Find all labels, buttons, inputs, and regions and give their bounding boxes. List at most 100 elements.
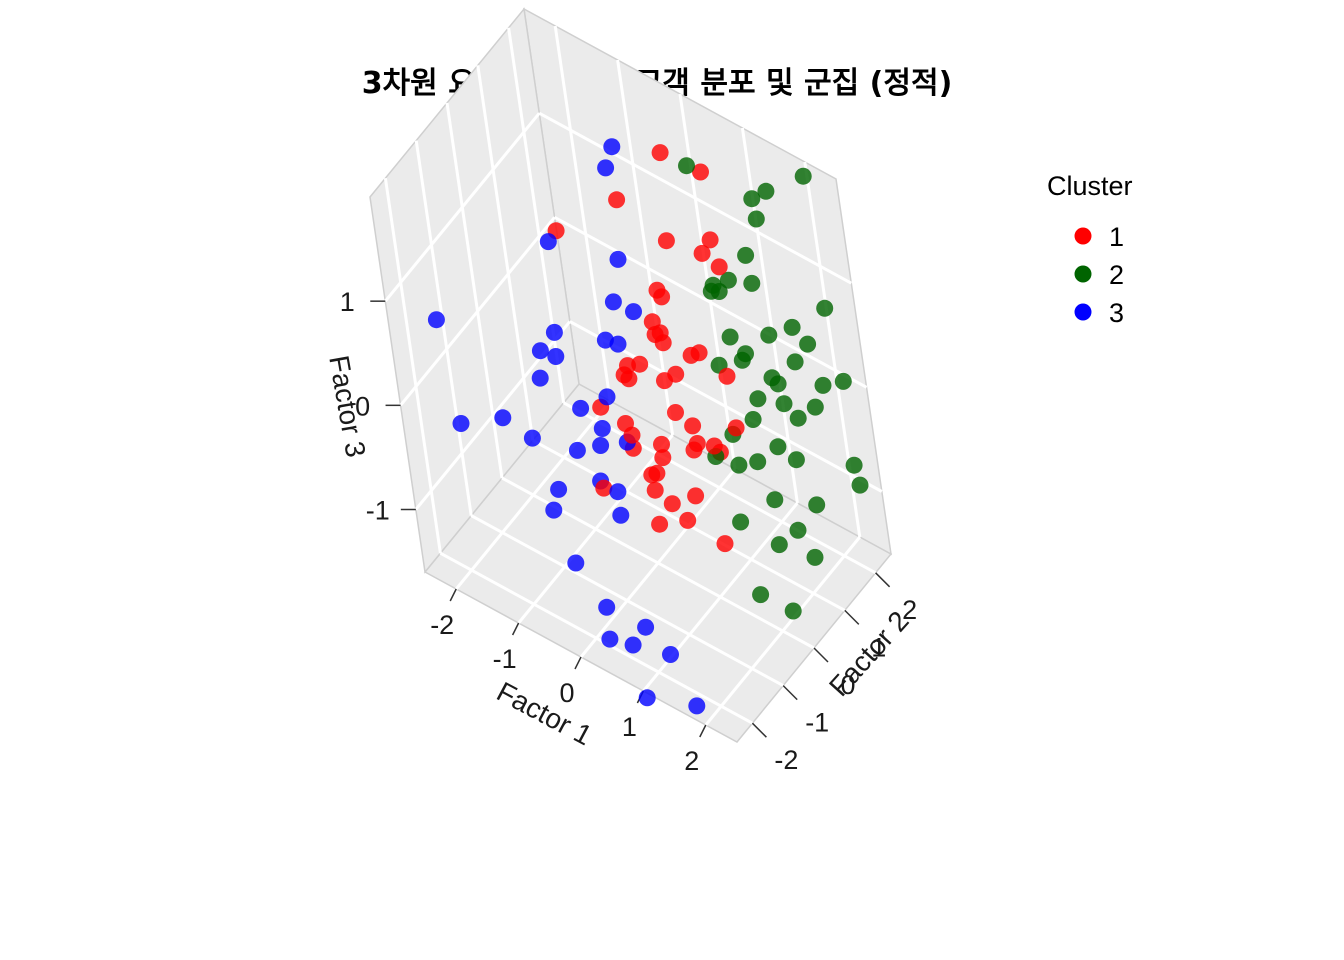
data-point-cluster-2: [749, 390, 767, 408]
gridline-z-left: [399, 216, 556, 407]
data-point-cluster-3: [603, 138, 621, 156]
data-point-cluster-2: [704, 276, 722, 294]
z-tick-label: 1: [340, 287, 355, 317]
legend-entry-2: 2: [1074, 260, 1124, 290]
x-tick-mark: [511, 622, 520, 636]
data-point-cluster-2: [730, 456, 748, 474]
data-point-cluster-2: [737, 246, 755, 264]
data-point-cluster-2: [806, 548, 824, 566]
data-point-cluster-3: [638, 689, 656, 707]
data-point-cluster-3: [568, 441, 586, 459]
data-point-cluster-1: [701, 231, 719, 249]
z-tick-label: 0: [355, 391, 370, 421]
data-point-cluster-3: [592, 437, 610, 454]
data-point-cluster-3: [531, 342, 549, 360]
data-point-cluster-3: [598, 598, 616, 616]
x-tick-mark: [449, 588, 457, 602]
data-point-cluster-2: [814, 376, 832, 394]
data-point-cluster-2: [845, 456, 863, 474]
data-point-cluster-2: [766, 491, 784, 509]
data-point-cluster-3: [624, 636, 642, 654]
data-point-cluster-2: [721, 328, 739, 346]
data-point-cluster-2: [769, 438, 787, 456]
data-point-cluster-1: [679, 511, 697, 529]
legend-entries: 1 2 3: [1074, 222, 1124, 328]
data-point-cluster-2: [799, 335, 817, 353]
legend-label: 3: [1109, 298, 1124, 328]
y-tick-mark: [875, 572, 891, 588]
x-tick-label: 0: [559, 678, 574, 708]
data-point-cluster-2: [789, 521, 807, 539]
data-point-cluster-1: [688, 435, 706, 452]
data-point-cluster-2: [808, 496, 826, 514]
data-point-cluster-1: [657, 232, 675, 250]
data-point-cluster-1: [667, 365, 685, 383]
data-point-cluster-3: [609, 335, 627, 353]
y-tick-label: -1: [805, 708, 829, 738]
data-point-cluster-1: [648, 464, 666, 482]
y-tick-mark: [782, 685, 798, 701]
data-point-cluster-2: [784, 602, 802, 620]
data-point-cluster-3: [593, 420, 611, 437]
data-point-cluster-3: [572, 399, 590, 417]
data-point-cluster-3: [539, 233, 557, 251]
gridline-y-floor: [562, 401, 877, 575]
data-points: [427, 138, 869, 715]
data-point-cluster-2: [757, 182, 775, 200]
data-point-cluster-3: [609, 250, 627, 268]
data-point-cluster-1: [684, 417, 702, 435]
data-point-cluster-3: [494, 409, 512, 427]
y-tick-label: 0: [840, 670, 855, 700]
data-point-cluster-1: [623, 426, 641, 444]
legend-entry-1: 1: [1074, 222, 1124, 252]
data-point-cluster-1: [705, 437, 723, 455]
data-point-cluster-2: [719, 271, 737, 289]
gridline-y-floor: [439, 551, 754, 725]
gridline-z-back: [553, 216, 868, 389]
data-point-cluster-3: [523, 429, 541, 447]
data-point-cluster-1: [620, 370, 638, 388]
data-point-cluster-3: [567, 554, 585, 572]
data-point-cluster-2: [743, 274, 761, 292]
data-point-cluster-1: [595, 479, 613, 497]
data-point-cluster-3: [625, 303, 642, 321]
data-point-cluster-1: [667, 404, 684, 421]
data-point-cluster-1: [619, 357, 636, 375]
legend-title: Cluster: [1047, 171, 1133, 201]
data-point-cluster-1: [727, 419, 745, 437]
data-point-cluster-3: [601, 630, 619, 648]
legend: Cluster 1 2 3: [1047, 171, 1133, 328]
data-point-cluster-1: [716, 535, 734, 553]
data-point-cluster-3: [547, 348, 565, 365]
data-point-cluster-2: [763, 369, 781, 387]
data-point-cluster-3: [612, 506, 630, 524]
data-point-cluster-1: [651, 144, 669, 162]
legend-key-dot: [1074, 227, 1092, 245]
x-tick-label: 2: [684, 746, 699, 776]
y-tick-mark: [844, 609, 860, 625]
data-point-cluster-3: [597, 159, 615, 177]
data-point-cluster-1: [608, 191, 626, 209]
data-point-cluster-1: [646, 481, 664, 499]
gridline-y-floor: [470, 514, 784, 687]
data-point-cluster-1: [718, 367, 736, 385]
legend-label: 2: [1109, 260, 1124, 290]
y-tick-label: -2: [774, 745, 798, 775]
x-tick-label: -1: [493, 644, 517, 674]
data-point-cluster-2: [737, 345, 754, 363]
data-point-cluster-1: [654, 449, 672, 467]
data-point-cluster-1: [648, 281, 666, 299]
data-point-cluster-3: [662, 646, 679, 663]
data-point-cluster-2: [732, 513, 750, 531]
data-point-cluster-2: [770, 536, 788, 554]
data-point-cluster-2: [783, 318, 801, 336]
data-point-cluster-3: [545, 501, 563, 519]
data-point-cluster-2: [787, 451, 805, 469]
z-tick-label: -1: [366, 496, 390, 526]
data-point-cluster-3: [604, 293, 622, 311]
data-point-cluster-2: [744, 411, 762, 428]
y-tick-label: 2: [902, 595, 917, 625]
data-point-cluster-1: [663, 495, 681, 513]
